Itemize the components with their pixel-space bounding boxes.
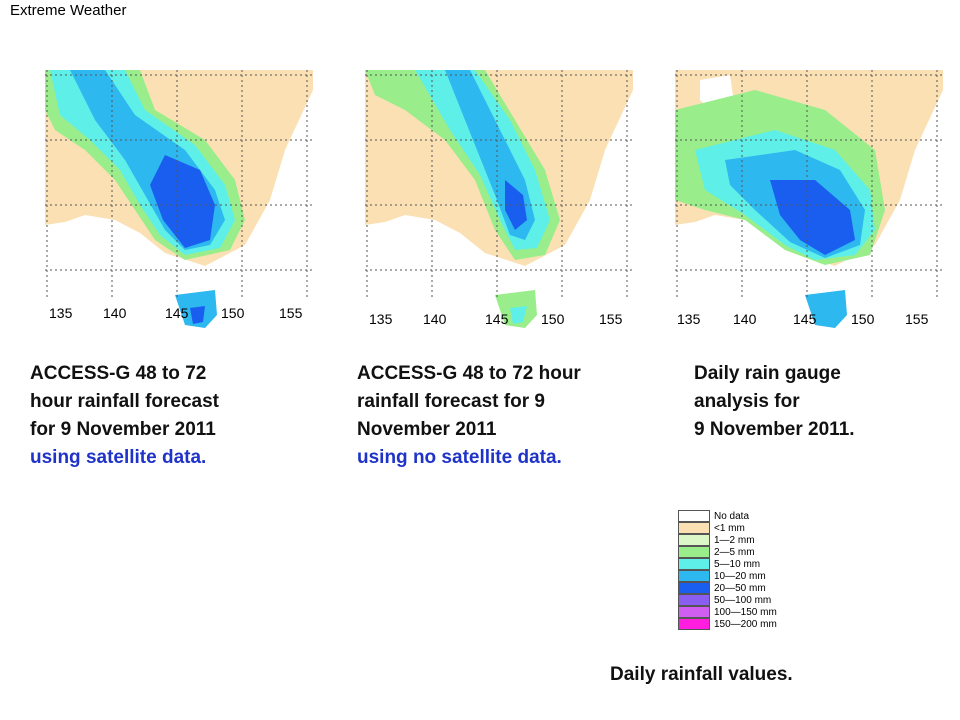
legend-swatch bbox=[678, 606, 710, 618]
caption-line-highlight: using satellite data. bbox=[30, 447, 207, 468]
legend-swatch bbox=[678, 558, 710, 570]
legend-title: Daily rainfall values. bbox=[610, 664, 793, 685]
legend-label: No data bbox=[714, 510, 750, 522]
caption-line: analysis for bbox=[694, 391, 800, 412]
legend-label: 1—2 mm bbox=[714, 534, 755, 546]
legend-item: 100—150 mm bbox=[678, 606, 800, 618]
legend-item: 20—50 mm bbox=[678, 582, 800, 594]
map-no-satellite-forecast: 135 140 145 150 155 bbox=[365, 70, 633, 338]
caption-line: Daily rain gauge bbox=[694, 363, 841, 384]
lon-tick-140: 140 bbox=[103, 305, 127, 321]
lon-tick-135: 135 bbox=[369, 311, 393, 327]
lon-tick-145: 145 bbox=[793, 311, 817, 327]
lon-tick-145: 145 bbox=[165, 305, 189, 321]
legend-item: 50—100 mm bbox=[678, 594, 800, 606]
lon-tick-150: 150 bbox=[221, 305, 245, 321]
lon-tick-155: 155 bbox=[279, 305, 303, 321]
page-header: Extreme Weather bbox=[10, 2, 127, 19]
legend-swatch bbox=[678, 618, 710, 630]
legend-item: 10—20 mm bbox=[678, 570, 800, 582]
lon-tick-135: 135 bbox=[49, 305, 73, 321]
legend-item: 1—2 mm bbox=[678, 534, 800, 546]
legend-label: 20—50 mm bbox=[714, 582, 766, 594]
legend-swatch bbox=[678, 510, 710, 522]
legend-swatch bbox=[678, 546, 710, 558]
caption-line: ACCESS-G 48 to 72 hour bbox=[357, 363, 581, 384]
legend-label: 100—150 mm bbox=[714, 606, 777, 618]
legend-label: 50—100 mm bbox=[714, 594, 772, 606]
legend-swatch bbox=[678, 594, 710, 606]
rainfall-legend: No data <1 mm 1—2 mm 2—5 mm 5—10 mm 10—20 mm 2… bbox=[678, 510, 800, 630]
caption-satellite-forecast: ACCESS-G 48 to 72 hour rainfall forecast… bbox=[30, 360, 219, 472]
legend-item: <1 mm bbox=[678, 522, 800, 534]
lon-tick-135: 135 bbox=[677, 311, 701, 327]
lon-tick-145: 145 bbox=[485, 311, 509, 327]
legend-swatch bbox=[678, 522, 710, 534]
legend-item: 5—10 mm bbox=[678, 558, 800, 570]
map-satellite-forecast: 135 140 145 150 155 bbox=[45, 70, 313, 338]
legend-item: 150—200 mm bbox=[678, 618, 800, 630]
lon-tick-140: 140 bbox=[423, 311, 447, 327]
caption-rain-gauge-analysis: Daily rain gauge analysis for 9 November… bbox=[694, 360, 855, 444]
lon-tick-150: 150 bbox=[541, 311, 565, 327]
caption-no-satellite-forecast: ACCESS-G 48 to 72 hour rainfall forecast… bbox=[357, 360, 581, 472]
legend-swatch bbox=[678, 570, 710, 582]
legend-label: 5—10 mm bbox=[714, 558, 761, 570]
lon-tick-155: 155 bbox=[599, 311, 623, 327]
legend-label: 2—5 mm bbox=[714, 546, 755, 558]
legend-item: No data bbox=[678, 510, 800, 522]
legend-swatch bbox=[678, 582, 710, 594]
legend-swatch bbox=[678, 534, 710, 546]
legend-item: 2—5 mm bbox=[678, 546, 800, 558]
caption-line: rainfall forecast for 9 bbox=[357, 391, 545, 412]
caption-line: 9 November 2011. bbox=[694, 419, 855, 440]
lon-tick-140: 140 bbox=[733, 311, 757, 327]
legend-label: <1 mm bbox=[714, 522, 745, 534]
lon-tick-155: 155 bbox=[905, 311, 929, 327]
caption-line-highlight: using no satellite data. bbox=[357, 447, 562, 468]
map-rain-gauge-analysis: 135 140 145 150 155 bbox=[675, 70, 943, 338]
lon-tick-150: 150 bbox=[851, 311, 875, 327]
legend-label: 10—20 mm bbox=[714, 570, 766, 582]
caption-line: hour rainfall forecast bbox=[30, 391, 219, 412]
caption-line: for 9 November 2011 bbox=[30, 419, 216, 440]
legend-label: 150—200 mm bbox=[714, 618, 777, 630]
caption-line: ACCESS-G 48 to 72 bbox=[30, 363, 207, 384]
caption-line: November 2011 bbox=[357, 419, 497, 440]
